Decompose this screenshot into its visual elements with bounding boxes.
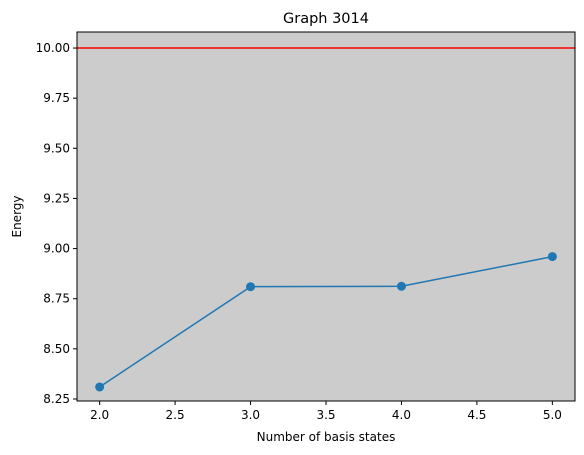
y-tick-label: 9.75 — [43, 91, 70, 105]
x-tick-label: 4.5 — [467, 408, 486, 422]
x-tick-label: 5.0 — [543, 408, 562, 422]
x-axis-ticks: 2.0 2.5 3.0 3.5 4.0 4.5 5.0 — [90, 401, 562, 422]
plot-area — [77, 32, 575, 401]
y-axis-ticks: 8.25 8.50 8.75 9.00 9.25 9.50 9.75 10.00 — [36, 41, 77, 406]
x-axis-label: Number of basis states — [257, 430, 396, 444]
y-tick-label: 8.50 — [43, 342, 70, 356]
y-tick-label: 9.50 — [43, 141, 70, 155]
y-tick-label: 10.00 — [36, 41, 70, 55]
x-tick-label: 3.5 — [316, 408, 335, 422]
data-point — [95, 382, 105, 392]
x-tick-label: 2.0 — [90, 408, 109, 422]
data-point — [246, 282, 256, 292]
y-axis-label: Energy — [10, 195, 24, 237]
data-point — [547, 252, 557, 262]
x-tick-label: 3.0 — [241, 408, 260, 422]
data-point — [396, 281, 406, 291]
x-tick-label: 2.5 — [166, 408, 185, 422]
series-line — [99, 255, 553, 388]
y-tick-label: 8.75 — [43, 292, 70, 306]
x-tick-label: 4.0 — [392, 408, 411, 422]
y-tick-label: 8.25 — [43, 392, 70, 406]
series-layer — [95, 252, 557, 392]
y-tick-label: 9.25 — [43, 191, 70, 205]
y-tick-label: 9.00 — [43, 242, 70, 256]
chart-title: Graph 3014 — [283, 11, 369, 27]
